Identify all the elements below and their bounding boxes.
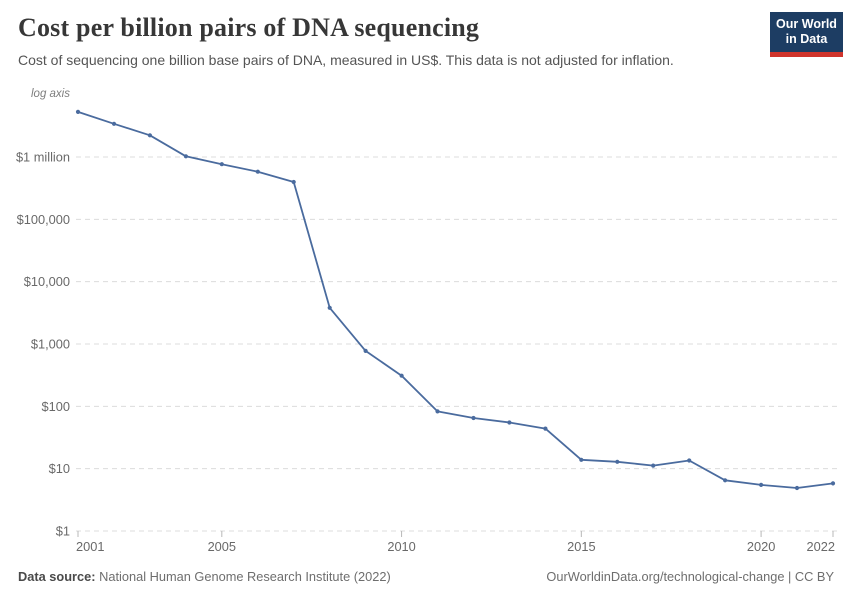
data-point bbox=[830, 481, 836, 486]
data-point bbox=[759, 482, 764, 487]
x-axis-tick-label: 2005 bbox=[208, 539, 236, 554]
page-title: Cost per billion pairs of DNA sequencing bbox=[18, 13, 480, 42]
y-axis-tick-label: $100 bbox=[42, 399, 70, 414]
data-point bbox=[579, 457, 584, 462]
data-point bbox=[147, 133, 152, 138]
x-axis-tick-label: 2020 bbox=[747, 539, 775, 554]
owid-logo[interactable]: Our World in Data bbox=[770, 12, 843, 57]
x-axis-tick-label: 2010 bbox=[387, 539, 415, 554]
owid-logo-line2: in Data bbox=[785, 32, 828, 47]
data-point bbox=[723, 478, 728, 483]
y-axis-tick-label: $1 million bbox=[16, 150, 70, 165]
x-axis-tick-label: 2022 bbox=[807, 539, 835, 554]
data-point bbox=[543, 426, 548, 431]
data-point bbox=[687, 458, 692, 463]
data-point bbox=[794, 485, 800, 491]
data-point bbox=[615, 459, 620, 464]
data-point bbox=[291, 179, 296, 185]
data-point bbox=[111, 121, 117, 126]
credit-link[interactable]: OurWorldinData.org/technological-change … bbox=[546, 569, 834, 584]
cost-line bbox=[77, 111, 834, 489]
y-axis-tick-label: $100,000 bbox=[17, 212, 70, 227]
data-point bbox=[327, 305, 332, 310]
data-source-label: Data source: bbox=[18, 569, 96, 584]
data-source: Data source: National Human Genome Resea… bbox=[18, 569, 391, 584]
data-point bbox=[183, 154, 188, 159]
y-axis-tick-label: $10,000 bbox=[24, 274, 70, 289]
data-point bbox=[471, 415, 476, 421]
owid-logo-line1: Our World bbox=[776, 17, 837, 31]
log-axis-note: log axis bbox=[31, 88, 70, 100]
data-point bbox=[507, 420, 512, 425]
data-point bbox=[75, 109, 81, 114]
chart-subtitle: Cost of sequencing one billion base pair… bbox=[18, 52, 674, 68]
y-axis-tick-label: $10 bbox=[49, 461, 70, 476]
y-axis-tick-label: $1 bbox=[56, 524, 70, 539]
data-point bbox=[399, 373, 404, 378]
data-source-value: National Human Genome Research Institute… bbox=[99, 569, 391, 584]
data-point bbox=[363, 348, 368, 353]
x-axis-tick-label: 2015 bbox=[567, 539, 595, 554]
data-point bbox=[435, 409, 440, 414]
data-point bbox=[219, 162, 224, 167]
y-axis-tick-label: $1,000 bbox=[31, 337, 70, 352]
data-point bbox=[255, 169, 260, 174]
data-point bbox=[651, 463, 656, 468]
x-axis-tick-label: 2001 bbox=[76, 539, 104, 554]
